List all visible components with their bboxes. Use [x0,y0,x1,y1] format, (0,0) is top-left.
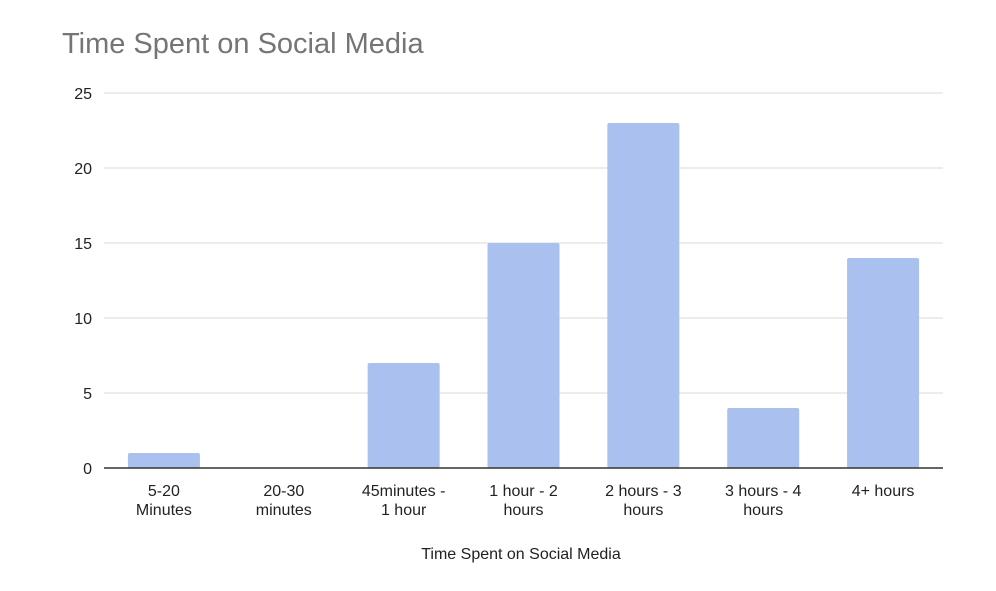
y-tick-label: 15 [74,236,92,253]
y-tick-label: 10 [74,311,92,328]
x-tick-label: Minutes [136,502,192,519]
y-tick-label: 5 [83,386,92,403]
x-tick-label: 1 hour - 2 [489,483,558,500]
x-tick-label: hours [503,502,543,519]
x-tick-label: hours [623,502,663,519]
x-axis-title: Time Spent on Social Media [421,546,621,563]
x-tick-label: 2 hours - 3 [605,483,682,500]
chart-title: Time Spent on Social Media [62,28,424,60]
bar [487,243,560,468]
bar [607,123,680,468]
x-tick-label: 4+ hours [852,483,915,500]
x-tick-label: 1 hour [381,502,427,519]
x-tick-label: hours [743,502,783,519]
bar [127,453,200,468]
y-tick-label: 0 [83,461,92,478]
x-tick-label: 45minutes - [362,483,446,500]
y-tick-label: 25 [74,86,92,103]
bar [367,363,440,468]
y-tick-label: 20 [74,161,92,178]
bar [847,258,920,468]
x-tick-label: 3 hours - 4 [725,483,802,500]
x-tick-label: minutes [256,502,312,519]
bar [727,408,800,468]
x-tick-label: 5-20 [148,483,180,500]
x-tick-label: 20-30 [263,483,304,500]
